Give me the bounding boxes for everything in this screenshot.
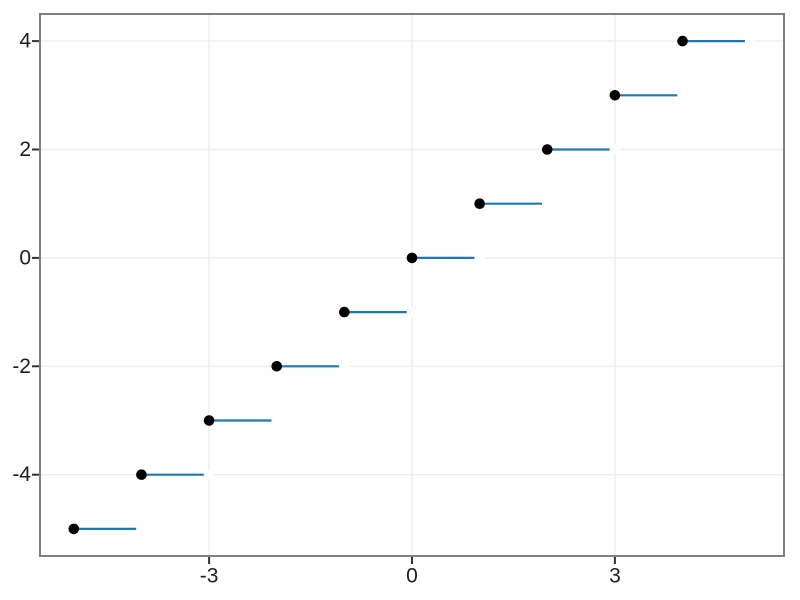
open-endpoint-marker — [541, 198, 553, 209]
closed-endpoint-marker — [203, 415, 215, 426]
x-tick-label: 3 — [609, 565, 621, 588]
y-tick-label: 4 — [19, 30, 31, 53]
closed-endpoint-marker — [339, 306, 350, 318]
x-tick-label: 0 — [406, 565, 418, 588]
x-tick-label: -3 — [200, 565, 219, 588]
y-tick-label: 0 — [19, 246, 31, 269]
y-tick-label: 2 — [19, 138, 31, 161]
open-endpoint-marker — [203, 469, 215, 481]
open-endpoint-marker — [609, 144, 621, 155]
open-endpoint-marker — [339, 361, 350, 372]
open-endpoint-marker — [474, 252, 485, 264]
closed-endpoint-marker — [271, 361, 283, 372]
closed-endpoint-marker — [541, 144, 553, 155]
open-endpoint-marker — [677, 90, 688, 101]
open-endpoint-marker — [406, 306, 418, 318]
open-endpoint-marker — [136, 523, 147, 535]
y-tick-label: -4 — [12, 463, 31, 486]
plot-frame — [39, 13, 785, 557]
closed-endpoint-marker — [609, 90, 621, 101]
closed-endpoint-marker — [68, 523, 80, 535]
open-endpoint-marker — [271, 415, 283, 426]
open-endpoint-marker — [744, 35, 756, 47]
closed-endpoint-marker — [677, 35, 688, 47]
closed-endpoint-marker — [474, 198, 485, 209]
closed-endpoint-marker — [406, 252, 418, 264]
y-tick-label: -2 — [12, 355, 31, 378]
closed-endpoint-marker — [136, 469, 147, 481]
